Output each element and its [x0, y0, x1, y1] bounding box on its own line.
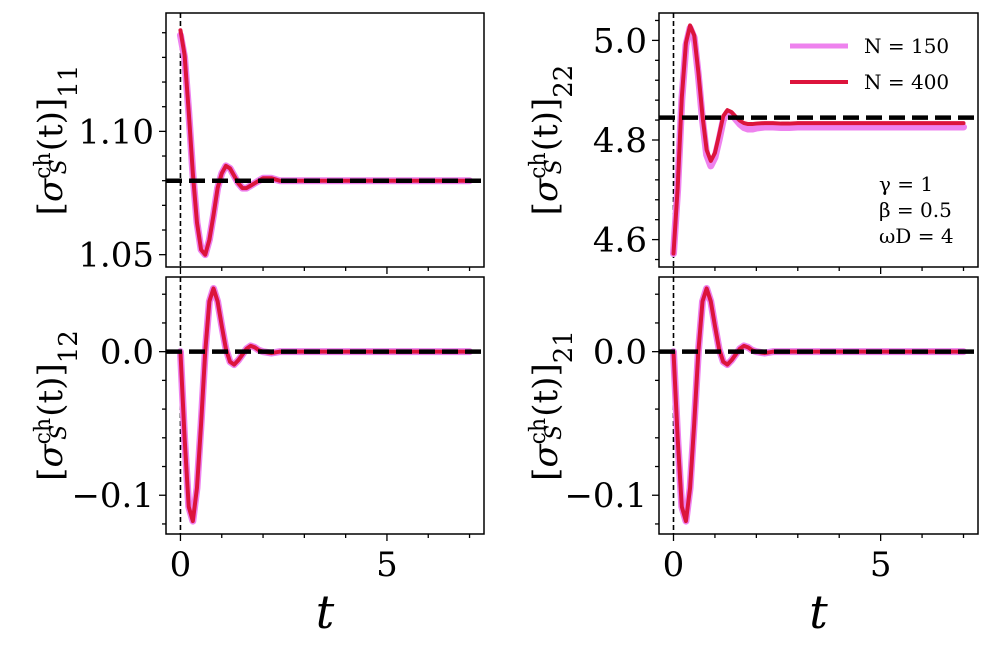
ylabel-bracket-close: ] — [31, 98, 71, 111]
ylabel-sigma: σ — [31, 178, 71, 202]
y-axis-label: [σchS (t)]11 — [31, 65, 85, 216]
y-tick-label: 0.0 — [100, 333, 154, 373]
y-tick-label: −0.1 — [71, 476, 154, 516]
axes-frame — [165, 12, 485, 268]
y-axis-label: [σchS (t)]21 — [526, 330, 580, 481]
x-axis-label: t — [809, 585, 828, 639]
legend-label: N = 400 — [864, 70, 949, 94]
ylabel-sigma: σ — [526, 444, 566, 468]
ylabel-subscript: S — [542, 159, 567, 174]
x-tick-label: 5 — [376, 545, 398, 585]
ylabel-index: 11 — [54, 65, 84, 98]
ylabel-sigma: σ — [526, 178, 566, 202]
y-axis-label: [σchS (t)]22 — [526, 65, 580, 216]
x-tick-label: 0 — [170, 545, 192, 585]
ylabel-sigma: σ — [31, 444, 71, 468]
ylabel-superscript: ch — [526, 418, 551, 445]
ylabel-bracket-close: ] — [31, 363, 71, 376]
series-line-N150 — [670, 284, 967, 525]
y-axis-label: [σchS (t)]12 — [31, 330, 85, 481]
y-tick-label: 0.0 — [593, 333, 647, 373]
ylabel-bracket-open: [ — [526, 202, 566, 215]
panel-top-right: 4.6 4.8 5.0 [σchS (t)]22 N = 150 N = 400 γ = 1β… — [526, 12, 979, 274]
legend-label: N = 150 — [864, 34, 949, 58]
panel-top-left: 1.05 1.10 [σchS (t)]11 — [31, 12, 485, 276]
ylabel-subscript: S — [47, 159, 72, 174]
plot-area — [166, 277, 484, 534]
plot-area — [659, 277, 978, 534]
axes-frame — [165, 276, 485, 535]
ylabel-index: 21 — [549, 330, 579, 363]
ylabel-argument: (t) — [31, 111, 71, 151]
ylabel-subscript: S — [47, 425, 72, 440]
axes-frame — [658, 276, 979, 535]
ylabel-subscript: S — [542, 425, 567, 440]
ylabel-argument: (t) — [31, 377, 71, 417]
ylabel-bracket-open: [ — [31, 202, 71, 215]
y-tick-label: −0.1 — [564, 476, 647, 516]
panel-bottom-right: 0 5 0.0 −0.1[σchS (t)]21 t — [526, 276, 979, 639]
ylabel-superscript: ch — [31, 418, 56, 445]
ylabel-argument: (t) — [526, 111, 566, 151]
x-axis-label: t — [316, 585, 335, 639]
series-line-N400 — [178, 28, 472, 257]
y-tick-label: 4.6 — [593, 221, 647, 261]
ylabel-bracket-close: ] — [526, 363, 566, 376]
ylabel-bracket-open: [ — [31, 468, 71, 481]
y-tick-label: 1.10 — [78, 112, 154, 152]
annotation-line: ωD = 4 — [879, 224, 954, 248]
y-tick-label: 1.05 — [78, 236, 154, 276]
plot-area — [659, 13, 978, 267]
x-tick-label: 0 — [663, 545, 685, 585]
ylabel-index: 22 — [549, 65, 579, 98]
series-line-N150 — [176, 284, 474, 525]
ylabel-bracket-close: ] — [526, 98, 566, 111]
legend: N = 150 N = 400 — [790, 34, 949, 94]
ylabel-bracket-open: [ — [526, 468, 566, 481]
plot-area — [166, 13, 484, 267]
annotation-line: γ = 1 — [879, 172, 933, 196]
ylabel-superscript: ch — [526, 152, 551, 179]
x-tick-label: 5 — [870, 545, 892, 585]
ylabel-superscript: ch — [31, 152, 56, 179]
ylabel-argument: (t) — [526, 377, 566, 417]
y-tick-label: 5.0 — [593, 21, 647, 61]
y-tick-label: 4.8 — [593, 121, 647, 161]
series-line-N150 — [176, 31, 474, 259]
panel-bottom-left: 0 5 0.0 −0.1[σchS (t)]12 t — [31, 276, 485, 639]
parameter-annotations: γ = 1β = 0.5ωD = 4 — [879, 172, 954, 248]
ylabel-index: 12 — [54, 330, 84, 363]
annotation-line: β = 0.5 — [879, 198, 952, 222]
